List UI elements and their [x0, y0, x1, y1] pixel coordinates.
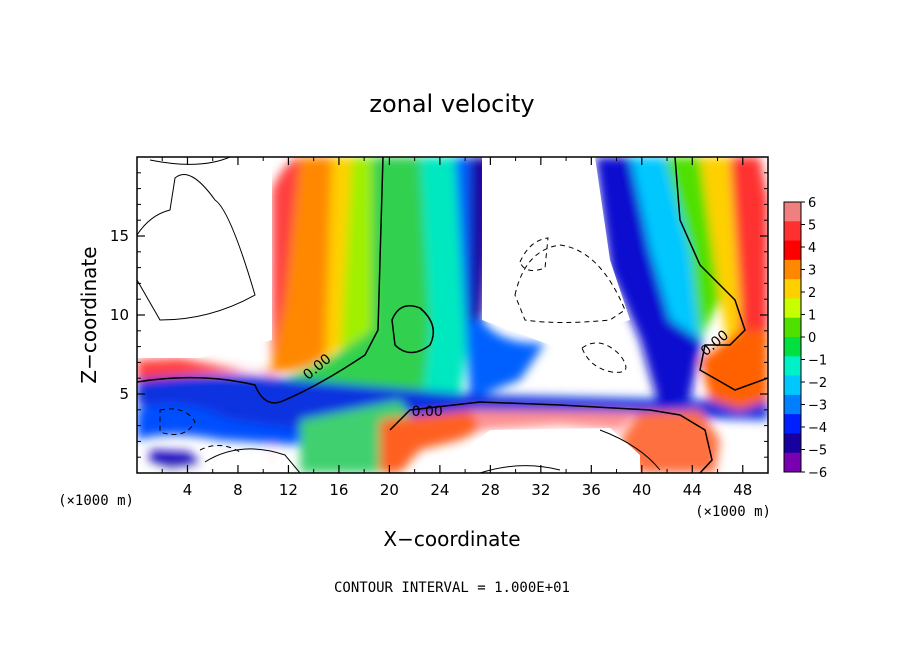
y-axis: 5 10 15: [110, 172, 768, 458]
colorbar-swatch: [784, 279, 801, 299]
x-tick-label: 24: [430, 481, 449, 499]
colorbar-swatch: [784, 394, 801, 415]
colorbar-tick-label: −6: [808, 466, 827, 481]
y-axis-label: Z−coordinate: [77, 246, 101, 383]
colorbar-swatch: [784, 414, 801, 434]
colorbar-tick-label: 5: [808, 219, 816, 234]
x-tick-label: 4: [183, 481, 193, 499]
x-tick-label: 12: [279, 481, 298, 499]
colorbar: 6 5 4 3 2 1 0 −1 −2 −3 −4 −5 −6: [783, 196, 827, 481]
colorbar-tick-label: −3: [808, 399, 827, 414]
x-axis: 4 8 12 16 20 24 28 32 36 40 44 48: [161, 157, 752, 499]
x-tick-label: 40: [632, 481, 651, 499]
colorbar-swatch: [784, 240, 801, 261]
y-tick-label: 15: [110, 227, 129, 245]
x-axis-label: X−coordinate: [383, 527, 520, 551]
contour-lines: [137, 157, 768, 473]
y-tick-label: 10: [110, 306, 129, 324]
colorbar-tick-label: −4: [808, 421, 827, 436]
y-tick-label: 5: [119, 385, 129, 403]
x-tick-label: 28: [481, 481, 500, 499]
colorbar-swatch: [784, 356, 801, 377]
colorbar-swatch: [784, 317, 801, 338]
x-tick-label: 48: [733, 481, 752, 499]
colorbar-swatch: [784, 202, 801, 222]
colorbar-tick-label: 4: [808, 241, 816, 256]
x-scale-note-right: (×1000 m): [695, 504, 771, 520]
x-tick-label: 16: [329, 481, 348, 499]
colorbar-swatch: [784, 259, 801, 280]
x-scale-note-left: (×1000 m): [58, 493, 134, 509]
colorbar-tick-label: −1: [808, 354, 827, 369]
colorbar-swatch: [784, 337, 801, 357]
colorbar-tick-label: 6: [808, 196, 816, 211]
colorbar-swatch: [784, 375, 801, 396]
plot-area: [137, 157, 768, 473]
colorbar-swatch: [784, 221, 801, 242]
chart-title: zonal velocity: [369, 90, 534, 118]
colorbar-swatch: [784, 298, 801, 319]
x-tick-label: 32: [531, 481, 550, 499]
colorbar-tick-label: 1: [808, 309, 816, 324]
colorbar-tick-label: 0: [808, 331, 816, 346]
colorbar-swatch: [784, 433, 801, 454]
colorbar-tick-label: 3: [808, 264, 816, 279]
colorbar-swatch: [784, 452, 801, 473]
contour-interval-text: CONTOUR INTERVAL = 1.000E+01: [334, 580, 570, 596]
colorbar-tick-label: 2: [808, 286, 816, 301]
x-tick-label: 20: [380, 481, 399, 499]
x-tick-label: 36: [582, 481, 601, 499]
colorbar-tick-label: −2: [808, 376, 827, 391]
x-tick-label: 44: [683, 481, 702, 499]
x-tick-label: 8: [233, 481, 243, 499]
colorbar-tick-label: −5: [808, 444, 827, 459]
contour-label: 0.00: [412, 404, 443, 420]
